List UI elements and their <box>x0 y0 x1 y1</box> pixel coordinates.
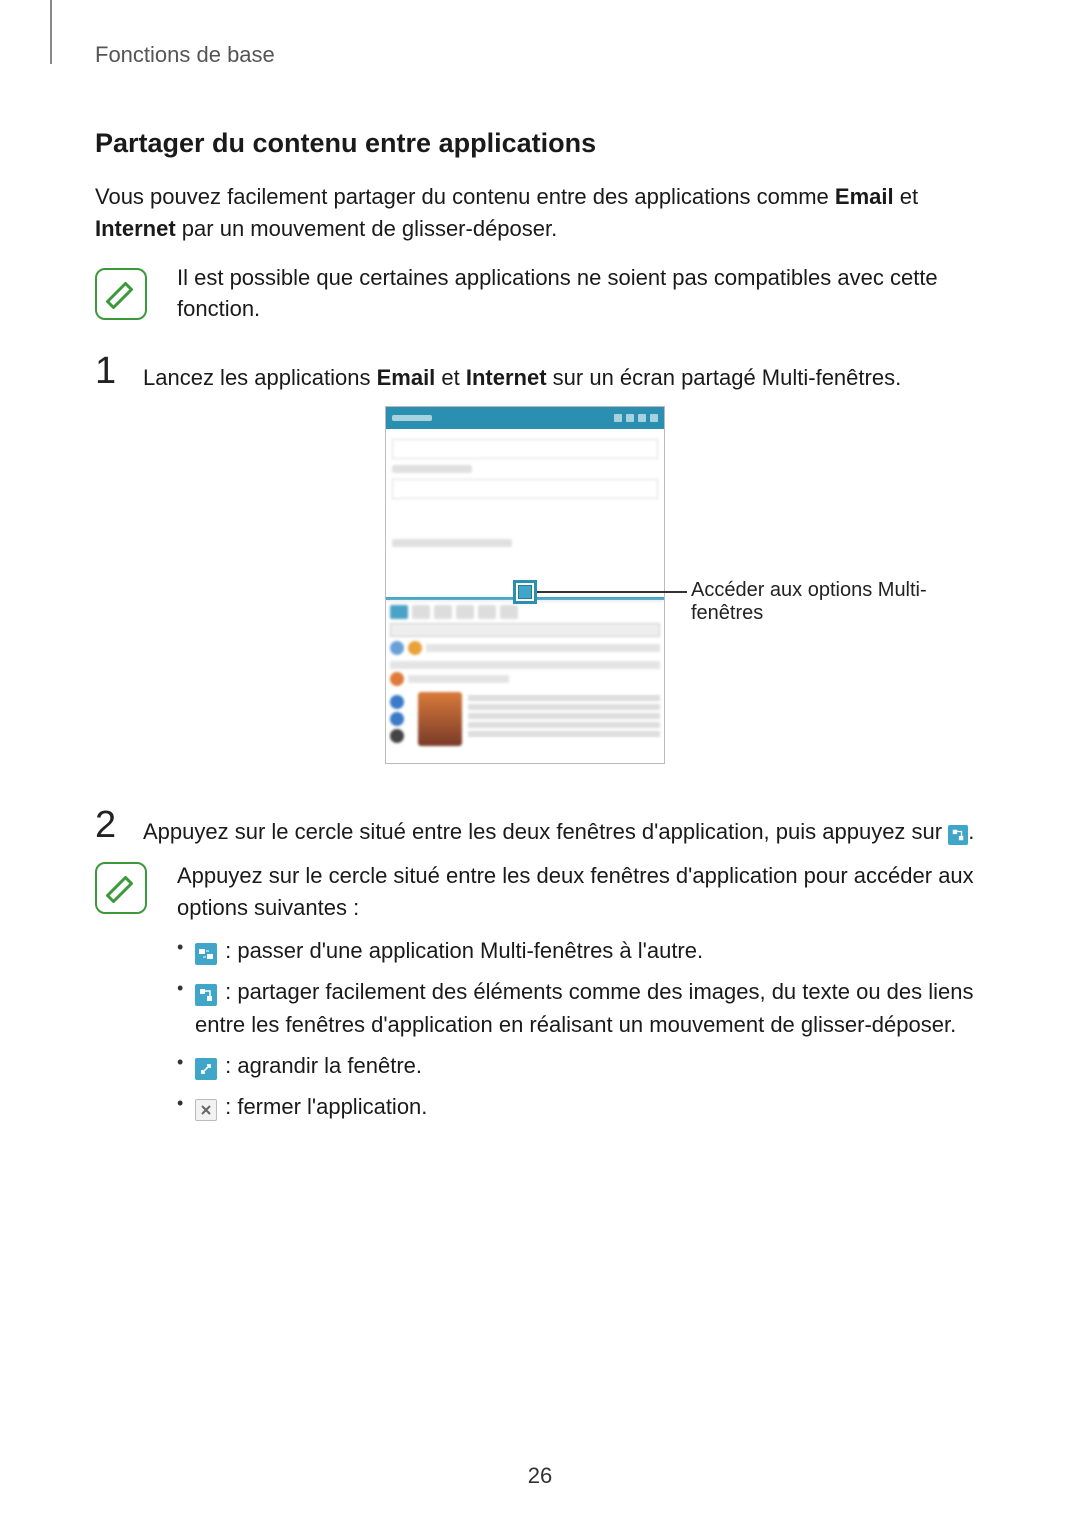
section-heading: Partager du contenu entre applications <box>95 128 985 159</box>
note-icon <box>95 268 147 320</box>
step1-d: Internet <box>466 365 547 390</box>
option-expand-text: : agrandir la fenêtre. <box>219 1053 422 1078</box>
expand-window-icon <box>195 1058 217 1080</box>
step-2-text: Appuyez sur le cercle situé entre les de… <box>143 806 974 848</box>
intro-paragraph: Vous pouvez facilement partager du conte… <box>95 181 985 245</box>
pencil-note-icon <box>103 276 139 312</box>
drag-share-icon <box>195 984 217 1006</box>
close-app-icon <box>195 1099 217 1121</box>
swap-windows-icon <box>195 943 217 965</box>
option-expand: : agrandir la fenêtre. <box>177 1049 985 1082</box>
callout-label: Accéder aux options Multi-fenêtres <box>691 579 985 625</box>
step2-a: Appuyez sur le cercle situé entre les de… <box>143 819 948 844</box>
step-2: 2 Appuyez sur le cercle situé entre les … <box>95 806 985 848</box>
intro-text-c: et <box>894 184 918 209</box>
step1-c: et <box>435 365 466 390</box>
step-1-number: 1 <box>95 352 125 394</box>
option-share: : partager facilement des éléments comme… <box>177 975 985 1041</box>
intro-bold-internet: Internet <box>95 216 176 241</box>
pencil-note-icon <box>103 870 139 906</box>
note-options-text: Appuyez sur le cercle situé entre les de… <box>177 860 985 924</box>
option-swap: : passer d'une application Multi-fenêtre… <box>177 934 985 967</box>
step1-a: Lancez les applications <box>143 365 377 390</box>
step2-b: . <box>968 819 974 844</box>
options-list: : passer d'une application Multi-fenêtre… <box>95 934 985 1123</box>
mock-email-pane <box>386 429 664 589</box>
note-text: Il est possible que certaines applicatio… <box>177 263 985 325</box>
step1-b: Email <box>377 365 436 390</box>
note-options: Appuyez sur le cercle situé entre les de… <box>95 860 985 924</box>
header-divider <box>50 0 52 64</box>
intro-bold-email: Email <box>835 184 894 209</box>
option-swap-text: : passer d'une application Multi-fenêtre… <box>219 938 703 963</box>
step1-e: sur un écran partagé Multi-fenêtres. <box>547 365 902 390</box>
figure-multiwindow: Accéder aux options Multi-fenêtres <box>95 406 985 776</box>
option-close-text: : fermer l'application. <box>219 1094 427 1119</box>
breadcrumb: Fonctions de base <box>95 42 985 68</box>
note-compatibility: Il est possible que certaines applicatio… <box>95 263 985 325</box>
callout-line <box>537 591 687 593</box>
intro-text-e: par un mouvement de glisser-déposer. <box>176 216 558 241</box>
share-between-icon <box>948 825 968 845</box>
note-icon <box>95 862 147 914</box>
step-1-text: Lancez les applications Email et Interne… <box>143 352 901 394</box>
intro-text-a: Vous pouvez facilement partager du conte… <box>95 184 835 209</box>
option-share-text: : partager facilement des éléments comme… <box>195 979 974 1037</box>
page-number: 26 <box>0 1463 1080 1489</box>
mock-statusbar <box>386 407 664 429</box>
step-2-number: 2 <box>95 806 125 848</box>
multiwindow-handle-icon <box>513 580 537 604</box>
step-1: 1 Lancez les applications Email et Inter… <box>95 352 985 394</box>
option-close: : fermer l'application. <box>177 1090 985 1123</box>
page-content: Fonctions de base Partager du contenu en… <box>0 0 1080 1123</box>
mock-browser-pane <box>386 600 664 764</box>
